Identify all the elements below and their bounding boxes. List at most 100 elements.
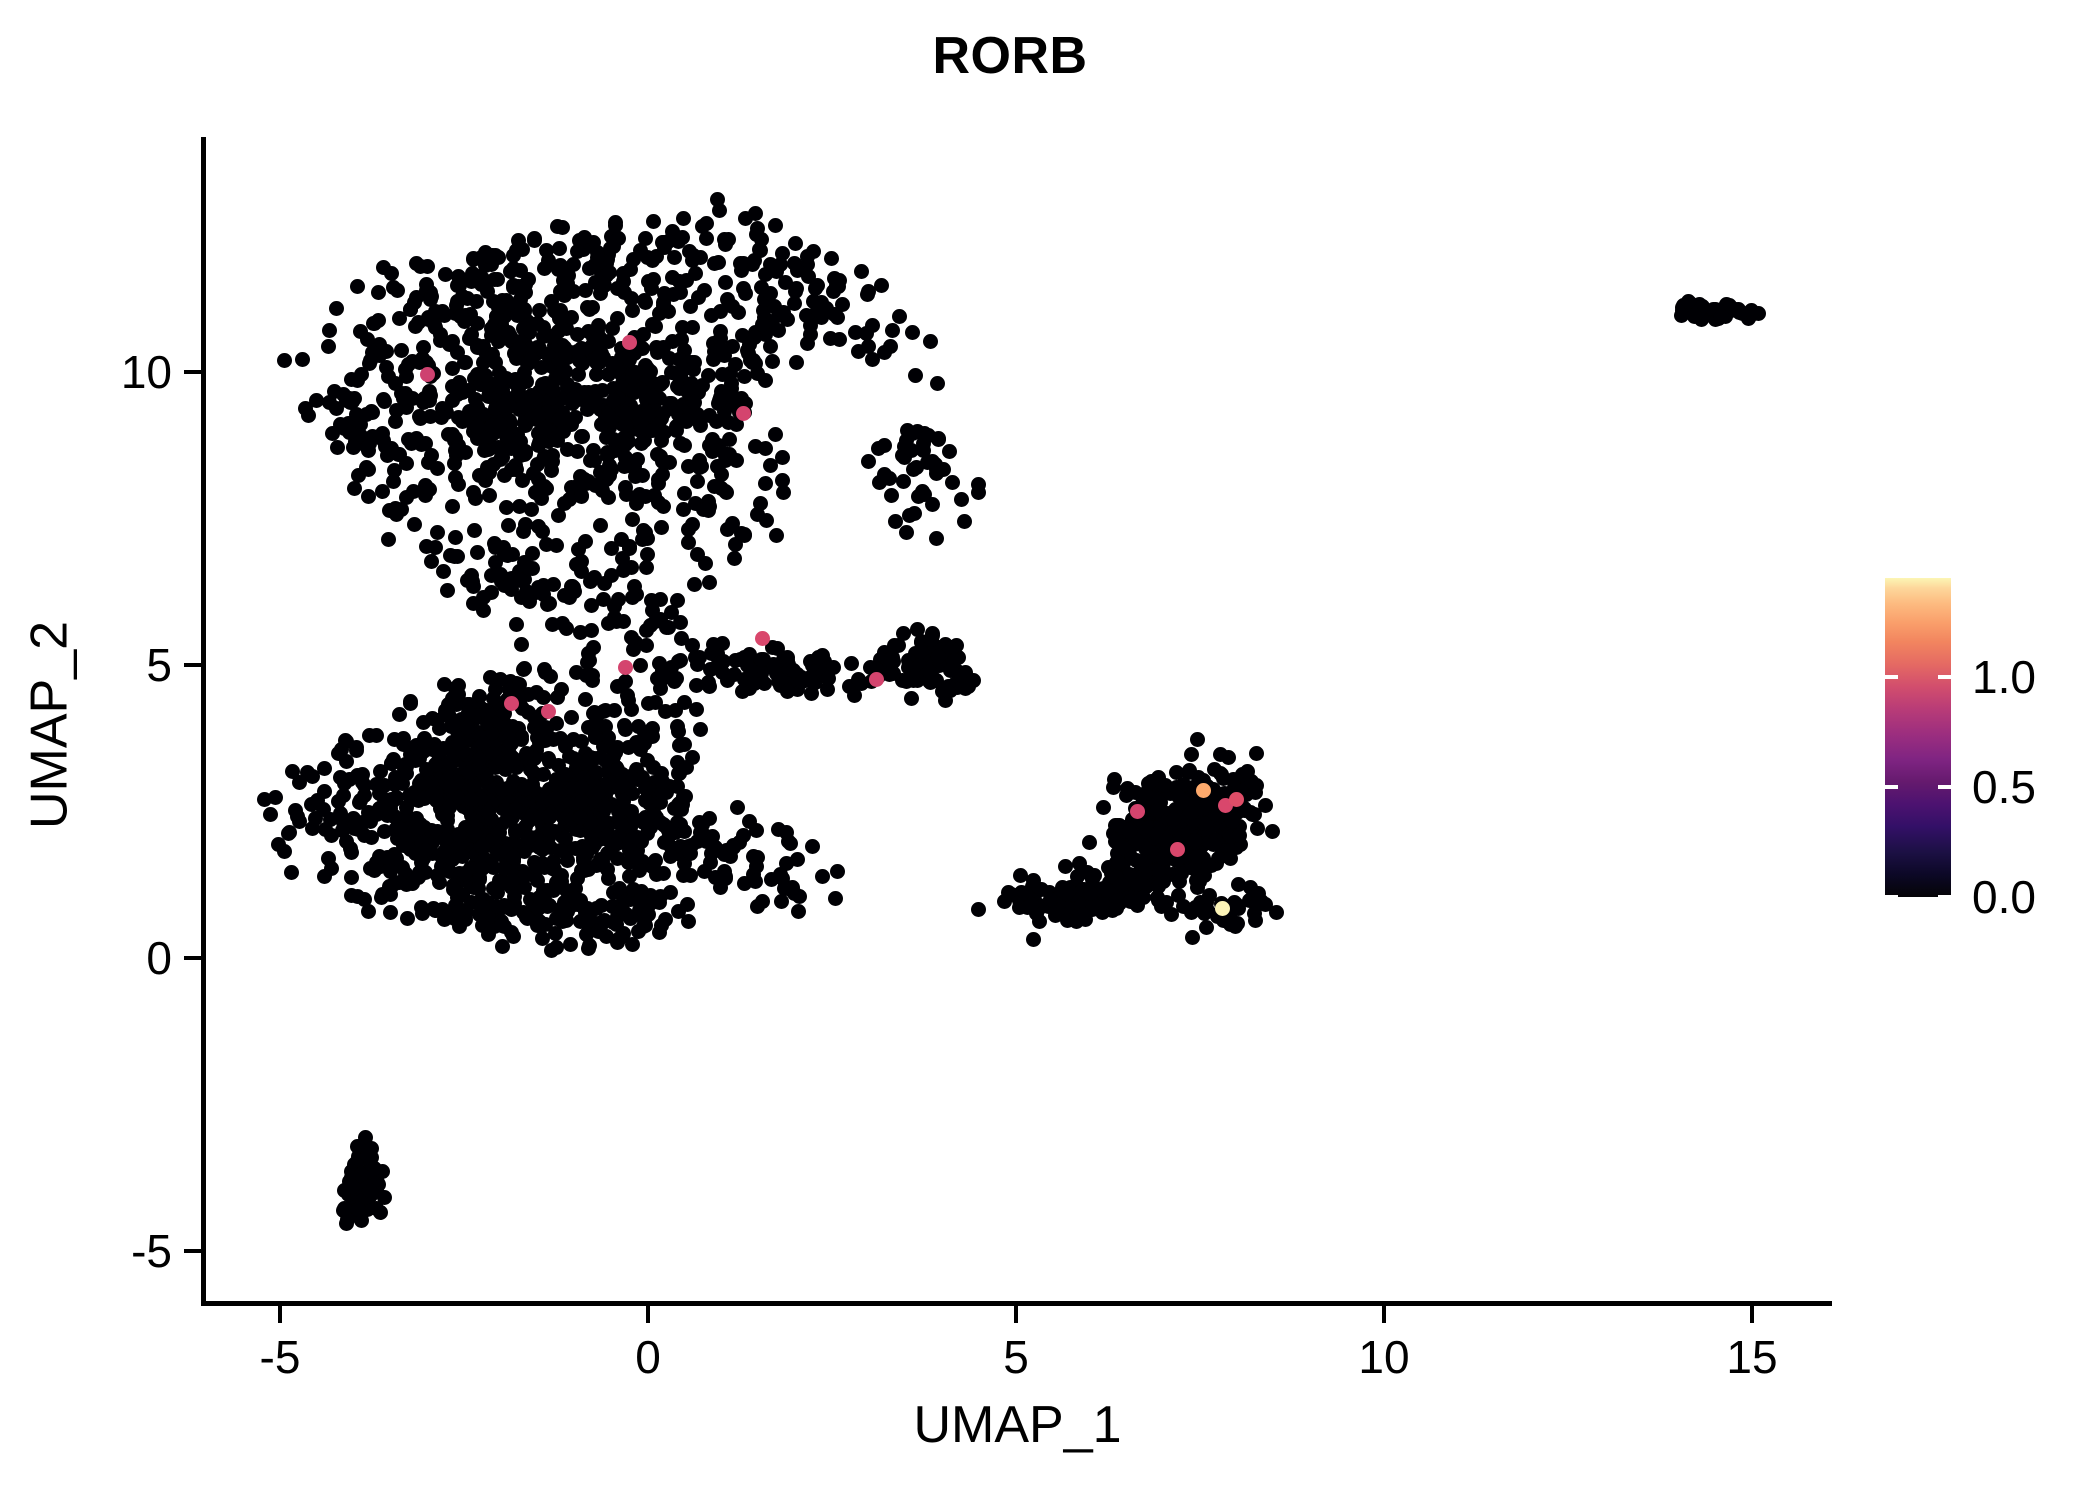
scatter-point (754, 317, 770, 333)
x-tick-mark (1382, 1306, 1386, 1323)
scatter-point (1121, 823, 1137, 839)
scatter-point (1231, 827, 1247, 843)
scatter-point (633, 436, 649, 452)
x-tick-label: -5 (259, 1331, 301, 1383)
scatter-point (470, 545, 486, 561)
scatter-point (1184, 747, 1200, 763)
scatter-point (783, 836, 799, 852)
scatter-point (625, 511, 641, 527)
scatter-point (697, 863, 713, 879)
scatter-point (628, 734, 644, 750)
scatter-point (774, 245, 790, 261)
scatter-point (442, 800, 458, 816)
scatter-point (1096, 799, 1112, 815)
scatter-point (777, 274, 793, 290)
scatter-point (625, 937, 641, 953)
scatter-point (1012, 867, 1028, 883)
scatter-point (814, 869, 830, 885)
scatter-point (366, 863, 382, 879)
scatter-point (291, 813, 307, 829)
scatter-point (776, 881, 792, 897)
scatter-point (616, 793, 632, 809)
scatter-point (876, 344, 892, 360)
scatter-point (810, 277, 826, 293)
scatter-point (870, 440, 886, 456)
scatter-point (728, 452, 744, 468)
scatter-point (706, 636, 722, 652)
scatter-point (530, 407, 546, 423)
colorbar-gradient (1885, 578, 1951, 897)
scatter-point (514, 637, 530, 653)
scatter-point (957, 514, 973, 530)
scatter-point (595, 853, 611, 869)
scatter-point (726, 550, 742, 566)
scatter-point (1265, 823, 1281, 839)
scatter-point (523, 387, 539, 403)
scatter-point (645, 213, 661, 229)
scatter-point (511, 281, 527, 297)
scatter-point (593, 517, 609, 533)
scatter-point (1714, 308, 1730, 324)
scatter-point (827, 306, 843, 322)
scatter-point (445, 361, 461, 377)
scatter-point (713, 481, 729, 497)
scatter-point (505, 850, 521, 866)
scatter-point (884, 322, 900, 338)
scatter-point (503, 735, 519, 751)
scatter-point (388, 414, 404, 430)
scatter-point (732, 255, 748, 271)
scatter-point (453, 308, 469, 324)
scatter-point (359, 1147, 375, 1163)
scatter-point (765, 353, 781, 369)
scatter-point-highlighted (1214, 900, 1230, 916)
scatter-point (360, 904, 376, 920)
scatter-point (660, 233, 676, 249)
scatter-point-highlighted (504, 695, 520, 711)
scatter-point (686, 394, 702, 410)
scatter-point (734, 684, 750, 700)
scatter-point (413, 436, 429, 452)
scatter-point (853, 675, 869, 691)
scatter-point (393, 343, 409, 359)
scatter-point (477, 367, 493, 383)
scatter-point (644, 390, 660, 406)
scatter-point (874, 278, 890, 294)
scatter-point (427, 540, 443, 556)
scatter-point (276, 352, 292, 368)
scatter-point (737, 210, 753, 226)
scatter-point (698, 230, 714, 246)
scatter-point (847, 325, 863, 341)
scatter-point (576, 862, 592, 878)
scatter-point (593, 898, 609, 914)
scatter-point (1164, 907, 1180, 923)
scatter-point (525, 466, 541, 482)
scatter-point (1680, 293, 1696, 309)
scatter-point (615, 901, 631, 917)
scatter-point (587, 392, 603, 408)
scatter-point (447, 470, 463, 486)
scatter-point (637, 231, 653, 247)
scatter-point (451, 278, 467, 294)
scatter-point (350, 888, 365, 904)
y-axis-label: UMAP_2 (20, 620, 79, 830)
scatter-point (562, 937, 578, 953)
scatter-point (552, 258, 568, 274)
scatter-point (1197, 868, 1212, 884)
scatter-point (944, 474, 960, 490)
scatter-point (601, 729, 617, 745)
scatter-point (905, 324, 921, 340)
scatter-point (525, 545, 541, 561)
scatter-point (721, 432, 737, 448)
scatter-point (630, 719, 646, 735)
scatter-point (541, 595, 557, 611)
scatter-point (562, 589, 578, 605)
scatter-point (531, 303, 547, 319)
scatter-point (317, 761, 333, 777)
scatter-point (321, 338, 337, 354)
scatter-point (770, 323, 786, 339)
scatter-point (416, 715, 432, 731)
scatter-point (438, 907, 454, 923)
scatter-point (681, 913, 697, 929)
scatter-point (916, 487, 932, 503)
scatter-point (587, 729, 603, 745)
